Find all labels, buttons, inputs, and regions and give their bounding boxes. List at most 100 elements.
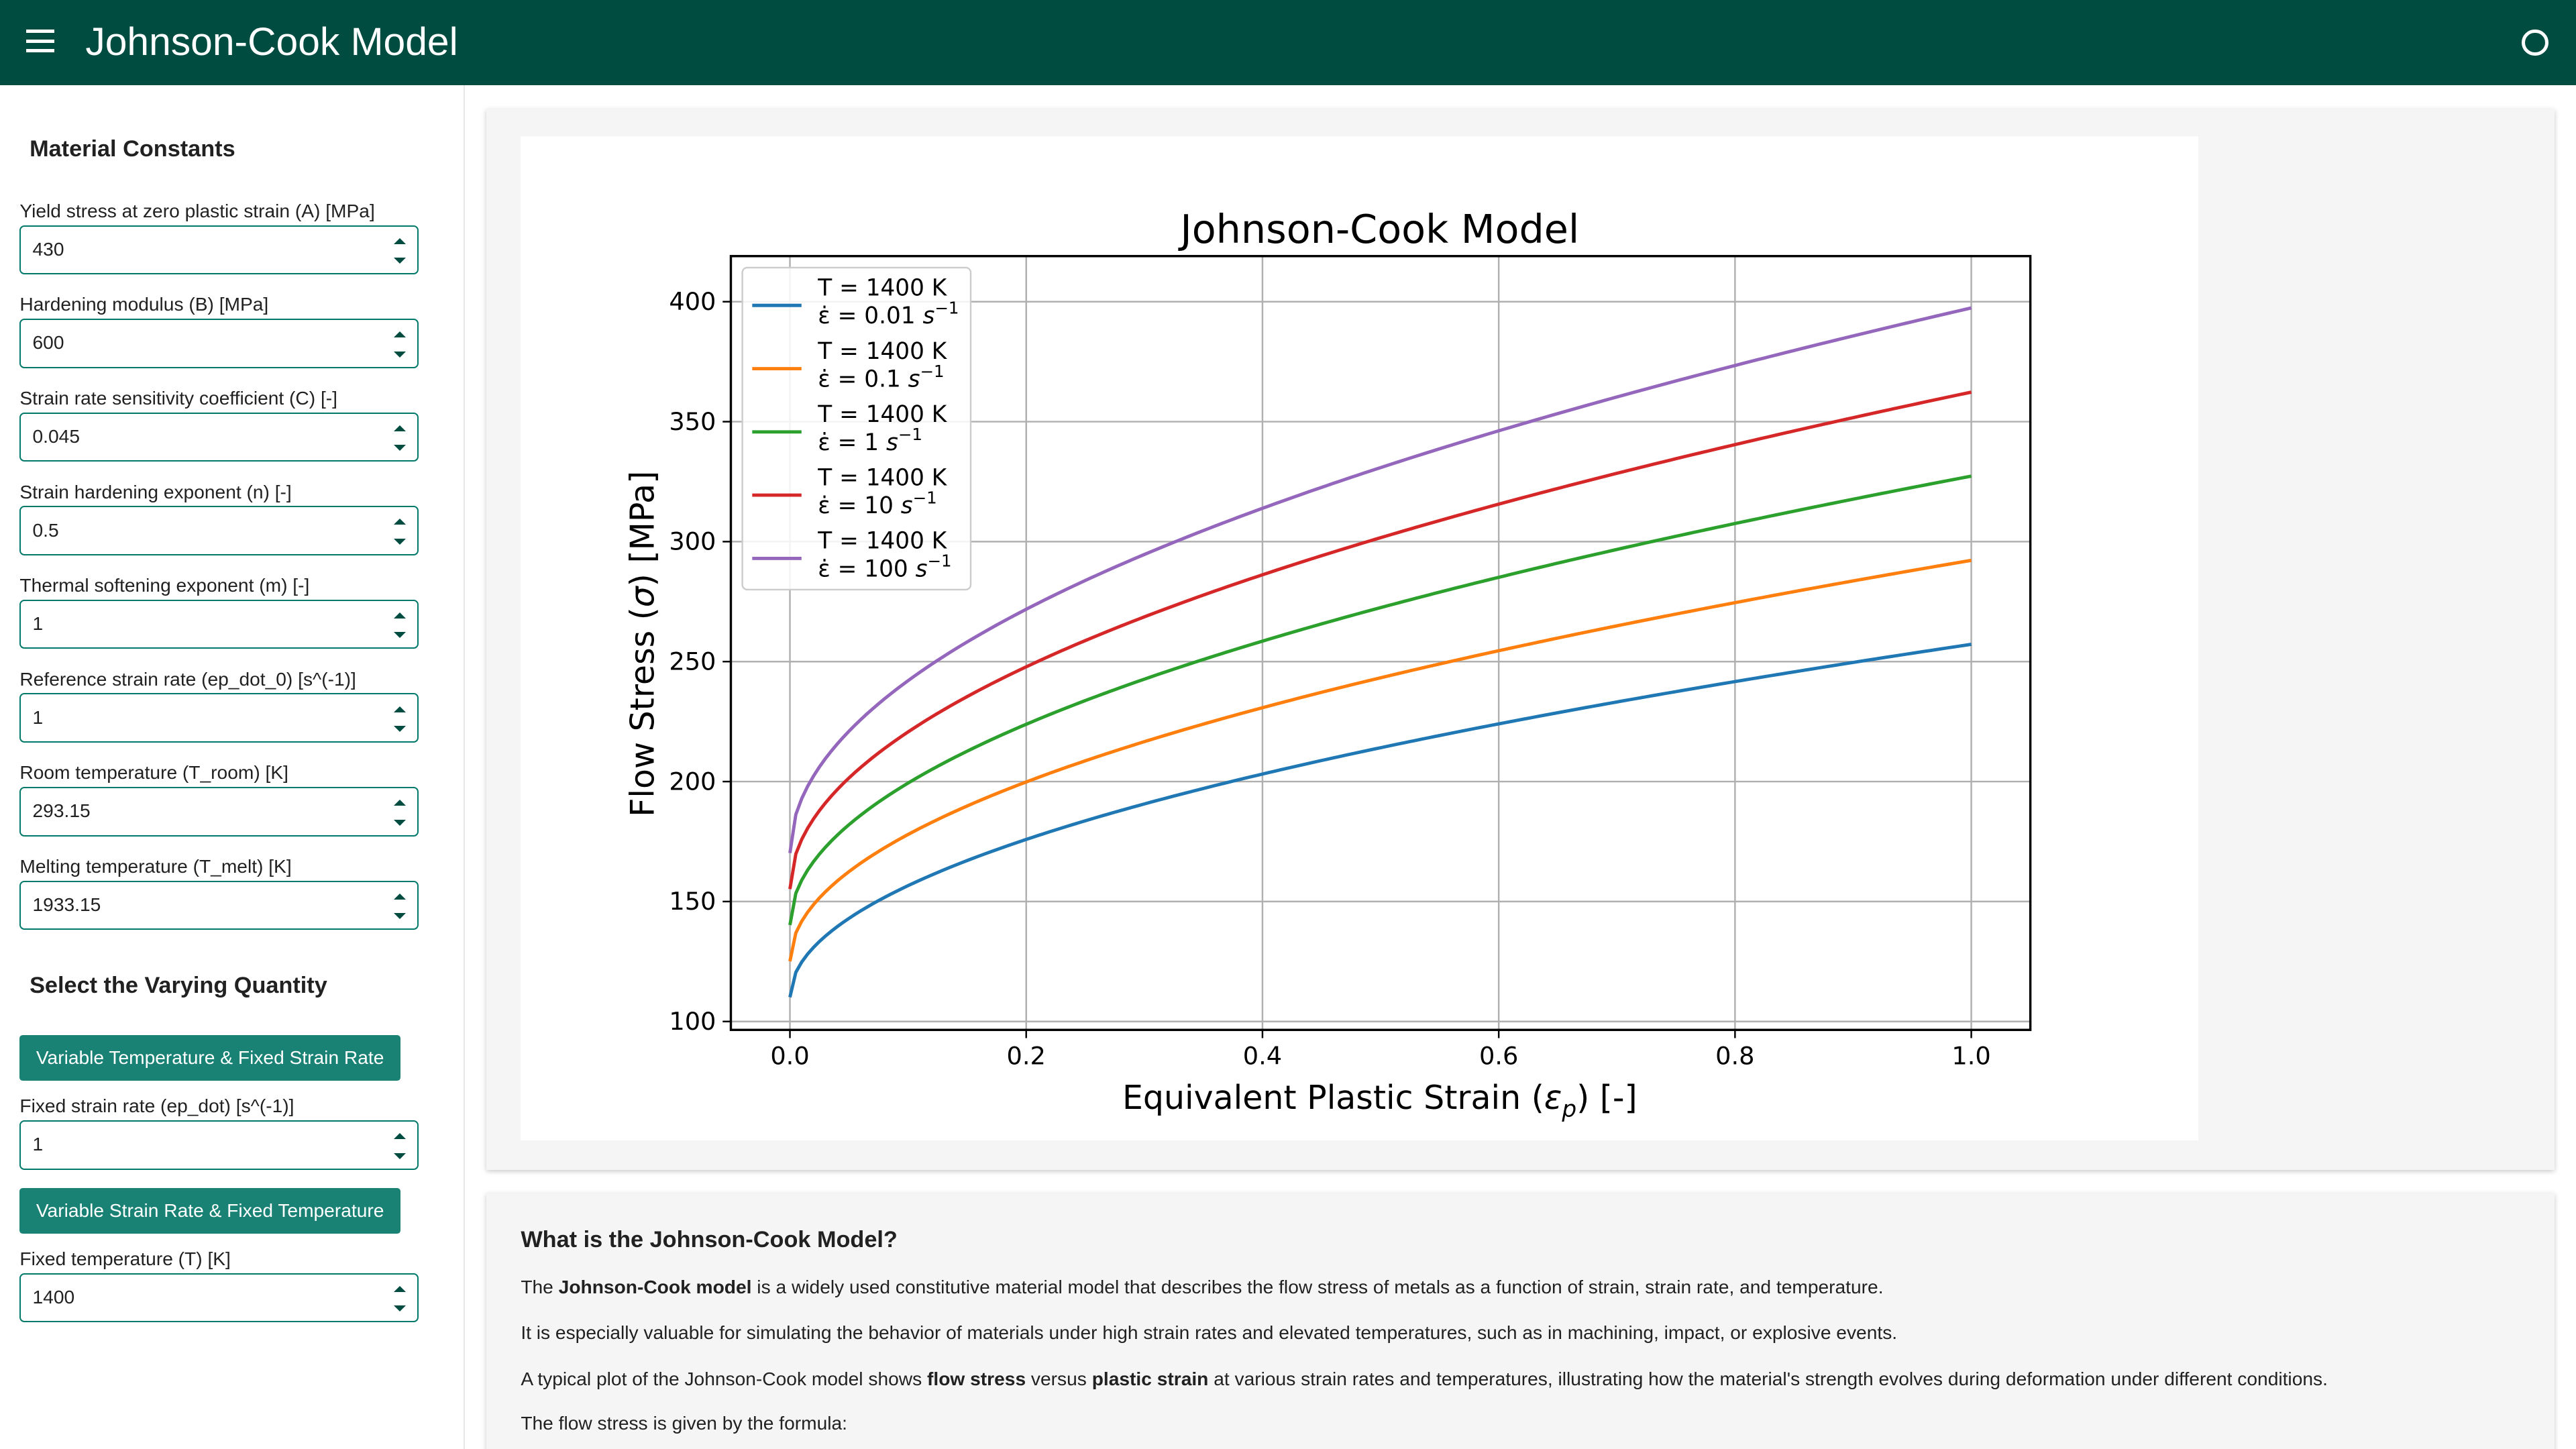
spin-up-icon[interactable] <box>394 706 407 712</box>
info-paragraph-3: A typical plot of the Johnson-Cook model… <box>521 1368 2328 1390</box>
hardening-modulus-value[interactable] <box>32 320 362 366</box>
legend-unit: s <box>916 556 928 583</box>
fixed-temperature-value[interactable] <box>32 1274 362 1321</box>
info-p3-b: flow stress <box>927 1368 1026 1389</box>
series-line-5 <box>788 306 1972 854</box>
spin-down-icon[interactable] <box>394 632 407 638</box>
room-temperature-input[interactable] <box>19 787 419 837</box>
chart-title: Johnson-Cook Model <box>1178 206 1580 252</box>
spin-down-icon[interactable] <box>394 351 407 358</box>
field-label-m: Thermal softening exponent (m) [-] <box>19 575 310 596</box>
room-temperature-value[interactable] <box>32 788 362 835</box>
legend-unit: s <box>886 429 898 456</box>
plot-frame <box>730 255 2032 1032</box>
strain-rate-coefficient-input[interactable] <box>19 412 419 462</box>
spin-down-icon[interactable] <box>394 445 407 451</box>
field-label-t-melt: Melting temperature (T_melt) [K] <box>19 855 292 877</box>
info-p1-post: is a widely used constitutive material m… <box>751 1276 1884 1297</box>
spin-down-icon[interactable] <box>394 258 407 264</box>
legend: T = 1400 Kε̇ = 0.01 s−1T = 1400 Kε̇ = 0.… <box>741 266 972 591</box>
melting-temperature-value[interactable] <box>32 881 362 928</box>
y-tick-label: 100 <box>669 1007 716 1036</box>
plot-figure: 0.0 0.2 0.4 0.6 0.8 1.0 100 150 200 250 300 350 400 … <box>521 136 2198 1140</box>
x-tick-label: 0.2 <box>1007 1042 1046 1071</box>
legend-box <box>741 266 972 591</box>
info-card: What is the Johnson-Cook Model? The John… <box>486 1192 2555 1449</box>
legend-label-temperature: T = 1400 K <box>818 528 949 555</box>
x-tick-label: 0.0 <box>771 1042 810 1071</box>
series-line-1 <box>788 643 1972 998</box>
fixed-temperature-input[interactable] <box>19 1273 419 1323</box>
legend-label-temperature: T = 1400 K <box>818 465 949 492</box>
info-paragraph-1: The Johnson-Cook model is a widely used … <box>521 1277 1883 1298</box>
field-label-t-room: Room temperature (T_room) [K] <box>19 762 288 784</box>
y-tick-label: 200 <box>669 767 716 796</box>
spin-down-icon[interactable] <box>394 1305 407 1311</box>
spin-down-icon[interactable] <box>394 913 407 919</box>
x-tick-label: 0.4 <box>1243 1042 1282 1071</box>
hardening-exponent-input[interactable] <box>19 506 419 555</box>
legend-label-temperature: T = 1400 K <box>818 275 949 302</box>
field-label-c: Strain rate sensitivity coefficient (C) … <box>19 387 337 409</box>
series-line-3 <box>788 474 1972 926</box>
spin-up-icon[interactable] <box>394 238 407 244</box>
spin-up-icon[interactable] <box>394 612 407 619</box>
y-tick-label: 250 <box>669 647 716 676</box>
y-label-symbol: σ <box>624 585 662 607</box>
spin-up-icon[interactable] <box>394 519 407 525</box>
variable-strain-rate-button[interactable]: Variable Strain Rate & Fixed Temperature <box>19 1187 400 1234</box>
hardening-exponent-value[interactable] <box>32 507 362 553</box>
info-paragraph-4: The flow stress is given by the formula: <box>521 1413 847 1434</box>
yield-stress-value[interactable] <box>32 226 362 273</box>
info-paragraph-2: It is especially valuable for simulating… <box>521 1322 1898 1344</box>
fixed-strain-rate-input[interactable] <box>19 1120 419 1170</box>
spin-down-icon[interactable] <box>394 538 407 545</box>
melting-temperature-input[interactable] <box>19 880 419 930</box>
spin-down-icon[interactable] <box>394 1152 407 1159</box>
spin-up-icon[interactable] <box>394 1133 407 1140</box>
yield-stress-input[interactable] <box>19 225 419 274</box>
y-tick-label: 300 <box>669 527 716 556</box>
field-label-fixed-temp: Fixed temperature (T) [K] <box>19 1248 231 1270</box>
spin-up-icon[interactable] <box>394 800 407 806</box>
hardening-modulus-input[interactable] <box>19 319 419 368</box>
variable-temperature-button[interactable]: Variable Temperature & Fixed Strain Rate <box>19 1034 400 1081</box>
fixed-strain-rate-value[interactable] <box>32 1122 362 1168</box>
field-label-a: Yield stress at zero plastic strain (A) … <box>19 200 375 221</box>
y-axis-label: Flow Stress (σ) [MPa] <box>624 471 662 817</box>
strain-rate-coefficient-value[interactable] <box>32 413 362 460</box>
reference-strain-rate-input[interactable] <box>19 693 419 743</box>
legend-label-temperature: T = 1400 K <box>818 401 949 428</box>
varying-quantity-heading: Select the Varying Quantity <box>30 972 327 998</box>
thermal-exponent-value[interactable] <box>32 600 362 647</box>
field-label-ep-dot-0: Reference strain rate (ep_dot_0) [s^(-1)… <box>19 668 356 690</box>
plot-card: 0.0 0.2 0.4 0.6 0.8 1.0 100 150 200 250 300 350 400 … <box>486 108 2555 1170</box>
info-p3-e: at various strain rates and temperatures… <box>1208 1368 2328 1389</box>
x-tick-label: 0.6 <box>1479 1042 1518 1071</box>
info-title: What is the Johnson-Cook Model? <box>521 1227 898 1253</box>
legend-exponent: −1 <box>928 551 952 571</box>
reference-strain-rate-value[interactable] <box>32 694 362 741</box>
y-tick-label: 150 <box>669 887 716 916</box>
legend-exponent: −1 <box>935 299 959 318</box>
spin-down-icon[interactable] <box>394 725 407 732</box>
y-tick-label: 350 <box>669 407 716 436</box>
spin-up-icon[interactable] <box>394 894 407 900</box>
johnson-cook-chart: 0.0 0.2 0.4 0.6 0.8 1.0100150200250300350400 … <box>624 206 2032 1123</box>
x-tick-label: 0.8 <box>1715 1042 1754 1071</box>
legend-unit: s <box>908 366 920 393</box>
app-title: Johnson-Cook Model <box>85 20 458 64</box>
x-axis-label: Equivalent Plastic Strain (εp) [-] <box>1122 1079 1638 1123</box>
hamburger-menu-icon[interactable] <box>26 30 54 53</box>
spin-up-icon[interactable] <box>394 331 407 338</box>
y-tick-label: 400 <box>669 287 716 316</box>
circle-status-icon <box>2522 30 2548 56</box>
spin-down-icon[interactable] <box>394 819 407 826</box>
series-lines <box>788 306 1972 998</box>
legend-label-temperature: T = 1400 K <box>818 338 949 365</box>
x-label-rest: ) [-] <box>1576 1079 1638 1117</box>
spin-up-icon[interactable] <box>394 425 407 431</box>
info-p1-pre: The <box>521 1276 559 1297</box>
thermal-exponent-input[interactable] <box>19 599 419 649</box>
spin-up-icon[interactable] <box>394 1286 407 1293</box>
